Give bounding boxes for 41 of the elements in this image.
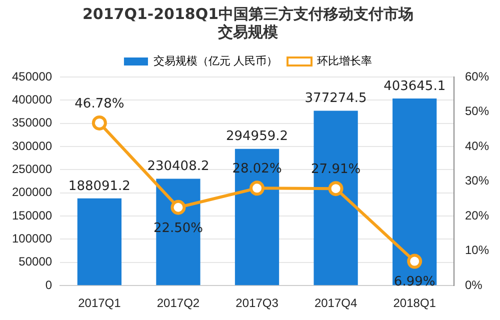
bar xyxy=(234,148,280,286)
y-tick-label: 450000 xyxy=(12,69,52,84)
y-tick-label: 0 xyxy=(45,278,52,292)
data-label: 46.78% xyxy=(74,96,124,112)
bar xyxy=(314,110,358,286)
y-tick-label: 350000 xyxy=(12,116,52,130)
y-tick-label: 300000 xyxy=(12,138,52,153)
y2-tick-label: 50% xyxy=(464,104,490,118)
bar xyxy=(156,178,200,286)
data-label: 230408.2 xyxy=(147,159,210,174)
point xyxy=(407,254,422,269)
x-tick-label: 2017Q4 xyxy=(314,296,358,310)
y-tick-label: 50000 xyxy=(18,254,52,269)
y2-tick-label: 30% xyxy=(464,174,490,188)
x-tick-label: 2017Q3 xyxy=(236,296,279,310)
y2-tick-label: 40% xyxy=(464,138,490,153)
y-tick-label: 400000 xyxy=(12,92,52,106)
y2-tick-label: 10% xyxy=(464,243,490,258)
y-tick-label: 150000 xyxy=(12,208,52,222)
point xyxy=(92,115,107,130)
legend-label: 交易规模（亿元 人民币） xyxy=(153,54,278,68)
bar xyxy=(77,198,122,286)
x-tick-label: 2018Q1 xyxy=(393,296,436,310)
x-tick-label: 2017Q1 xyxy=(78,296,122,310)
data-label: 188091.2 xyxy=(68,178,130,194)
y-tick-label: 250000 xyxy=(12,162,52,176)
bar xyxy=(392,98,437,286)
point xyxy=(250,180,265,196)
y2-tick-label: 60% xyxy=(464,69,490,84)
legend-label: 环比增长率 xyxy=(317,54,372,68)
y-tick-label: 100000 xyxy=(12,232,52,246)
point xyxy=(170,200,186,215)
x-tick-label: 2017Q2 xyxy=(156,296,200,310)
chart-title: 2017Q1-2018Q1中国第三方支付移动支付市场交易规模 xyxy=(82,4,414,41)
y-tick-label: 200000 xyxy=(12,185,52,200)
y2-tick-label: 0% xyxy=(464,278,483,292)
data-label: 377274.5 xyxy=(304,91,367,106)
point xyxy=(328,181,344,196)
y2-tick-label: 20% xyxy=(464,208,490,222)
data-label: 294959.2 xyxy=(226,129,288,144)
data-label: 403645.1 xyxy=(384,78,446,94)
